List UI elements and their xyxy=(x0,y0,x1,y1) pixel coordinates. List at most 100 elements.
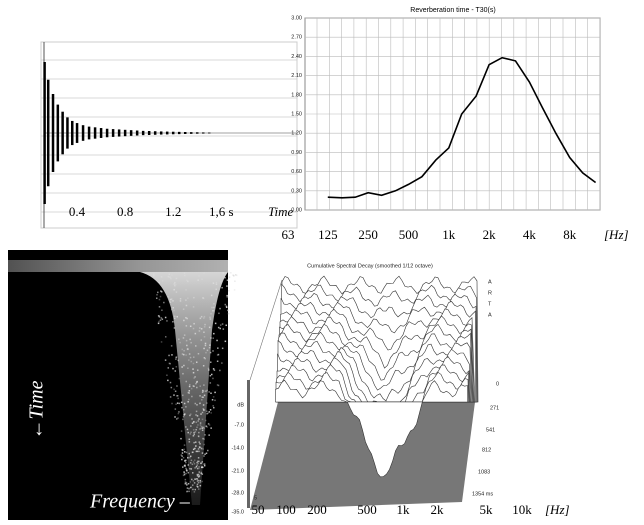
noise-dot xyxy=(170,345,173,347)
noise-dot xyxy=(168,273,170,276)
waterfall-labels: dB -7.0 -14.0 -21.0 -28.0 -35.0 0 271 541 812 1083… xyxy=(231,279,569,517)
noise-dot xyxy=(189,481,191,483)
x-axis-label: Frequency – xyxy=(89,491,191,513)
x-tick-label: 500 xyxy=(399,227,419,242)
noise-dot xyxy=(183,448,185,451)
noise-dot xyxy=(174,390,177,393)
noise-dot xyxy=(213,306,215,309)
x-tick-label: 2k xyxy=(483,227,497,242)
noise-dot xyxy=(195,421,198,424)
noise-dot xyxy=(200,339,203,341)
x-tick-label: 1,6 s xyxy=(209,204,234,219)
noise-dot xyxy=(175,403,177,405)
noise-dot xyxy=(198,441,201,443)
noise-dot xyxy=(183,353,185,356)
noise-dot xyxy=(199,422,202,424)
noise-dot xyxy=(198,475,201,477)
noise-dot xyxy=(198,330,201,332)
noise-dot xyxy=(184,465,187,467)
noise-dot xyxy=(174,408,177,410)
noise-dot xyxy=(196,415,199,417)
noise-dot xyxy=(205,425,208,427)
noise-dot xyxy=(213,332,215,335)
noise-dot xyxy=(172,367,174,370)
noise-dot xyxy=(186,490,189,493)
x-tick-label: 250 xyxy=(358,227,378,242)
noise-dot xyxy=(222,328,225,330)
noise-dot xyxy=(178,377,181,380)
noise-dot xyxy=(216,360,219,363)
noise-dot xyxy=(183,319,185,322)
noise-dot xyxy=(193,296,195,299)
noise-dot xyxy=(158,316,161,318)
noise-dot xyxy=(234,274,237,276)
noise-dot xyxy=(209,382,212,384)
noise-dot xyxy=(203,438,205,440)
noise-dot xyxy=(217,326,220,329)
noise-dot xyxy=(177,412,180,415)
noise-dot xyxy=(210,392,212,395)
noise-dot xyxy=(225,306,228,309)
freq-label: 2k xyxy=(431,502,445,517)
noise-dot xyxy=(192,429,195,431)
axis-line xyxy=(249,279,283,381)
noise-dot xyxy=(212,282,215,284)
noise-dot xyxy=(205,351,207,354)
noise-dot xyxy=(197,424,199,426)
noise-dot xyxy=(186,348,189,350)
noise-dot xyxy=(195,450,198,453)
noise-dot xyxy=(215,288,218,291)
noise-dot xyxy=(188,441,191,443)
rt-line xyxy=(327,56,597,199)
noise-dot xyxy=(199,317,202,320)
time-label: 541 xyxy=(486,427,495,433)
noise-dot xyxy=(185,426,187,428)
noise-dot xyxy=(183,414,186,416)
noise-dot xyxy=(195,382,197,385)
noise-dot xyxy=(201,473,204,475)
noise-dot xyxy=(175,356,177,359)
noise-dot xyxy=(190,468,193,470)
noise-dot xyxy=(206,412,208,415)
noise-dot xyxy=(214,322,217,325)
noise-dot xyxy=(183,272,186,274)
noise-dot xyxy=(170,298,173,300)
noise-dot xyxy=(200,472,202,475)
noise-dot xyxy=(198,450,200,453)
noise-dot xyxy=(203,455,205,457)
noise-dot xyxy=(225,305,228,308)
noise-dot xyxy=(208,424,211,426)
noise-dot xyxy=(183,444,186,446)
noise-dot xyxy=(202,404,205,406)
noise-dot xyxy=(157,291,159,294)
noise-dot xyxy=(196,467,199,470)
noise-dot xyxy=(196,369,199,371)
noise-dot xyxy=(194,402,197,405)
noise-dot xyxy=(204,463,206,465)
y-axis-label: ←Time xyxy=(26,380,48,439)
y-tick-label: 0.00 xyxy=(291,207,302,213)
noise-dot xyxy=(193,433,196,436)
noise-dot xyxy=(224,303,227,306)
noise-dot xyxy=(182,415,185,418)
noise-dot xyxy=(188,390,191,392)
noise-dot xyxy=(198,466,200,468)
noise-dot xyxy=(185,481,187,484)
x-tick-label: 125 xyxy=(318,227,338,242)
noise-dot xyxy=(226,296,228,298)
db-label: -14.0 xyxy=(231,445,244,451)
noise-dot xyxy=(201,429,204,432)
noise-dot xyxy=(158,320,160,323)
noise-dot xyxy=(186,490,188,493)
noise-dot xyxy=(212,368,215,370)
noise-dot xyxy=(193,441,195,444)
noise-dot xyxy=(175,366,178,368)
noise-dot xyxy=(192,435,195,437)
noise-dot xyxy=(161,309,163,312)
noise-dot xyxy=(169,381,172,384)
floor xyxy=(250,402,475,510)
noise-dot xyxy=(185,459,187,462)
noise-dot xyxy=(182,308,185,310)
noise-dot xyxy=(203,443,205,446)
noise-dot xyxy=(200,447,203,450)
